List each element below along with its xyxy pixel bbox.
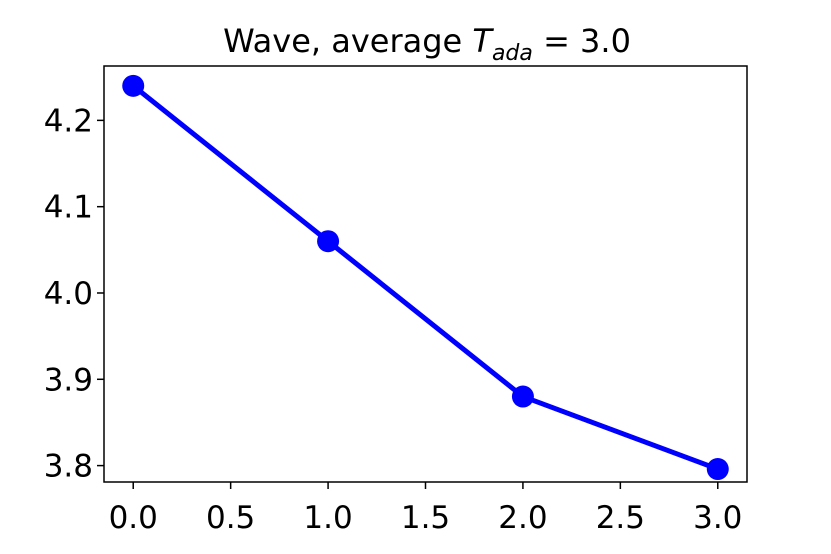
chart-title-prefix: Wave, average [223,22,472,60]
y-tick-label: 4.1 [44,190,93,226]
chart-title: Wave, average Tada = 3.0 [223,22,631,66]
series-layer [122,74,729,481]
chart-title-suffix: = 3.0 [533,22,631,60]
x-tick-label: 3.0 [693,500,742,536]
x-tick-label: 1.5 [401,500,450,536]
x-tick-label: 2.5 [596,500,645,536]
y-tick-label: 4.2 [44,103,93,139]
data-point [511,385,534,408]
data-point [317,230,340,253]
chart-title-subscript: ada [492,41,533,66]
plot-frame [103,65,748,483]
chart-title-variable: T [472,22,494,60]
x-tick-label: 0.0 [109,500,158,536]
data-point [122,74,145,97]
y-tick-label: 3.8 [44,449,93,485]
series-line [131,83,719,472]
data-point [706,458,729,481]
axis-layer: 0.0 0.5 1.0 1.5 2.0 2.5 3.0 3.8 3.9 4.0 4.1 4.2 [44,103,743,536]
x-tick-label: 1.0 [303,500,352,536]
y-tick-label: 4.0 [44,276,93,312]
x-tick-label: 2.0 [498,500,547,536]
x-tick-label: 0.5 [206,500,255,536]
y-tick-label: 3.9 [44,362,93,398]
